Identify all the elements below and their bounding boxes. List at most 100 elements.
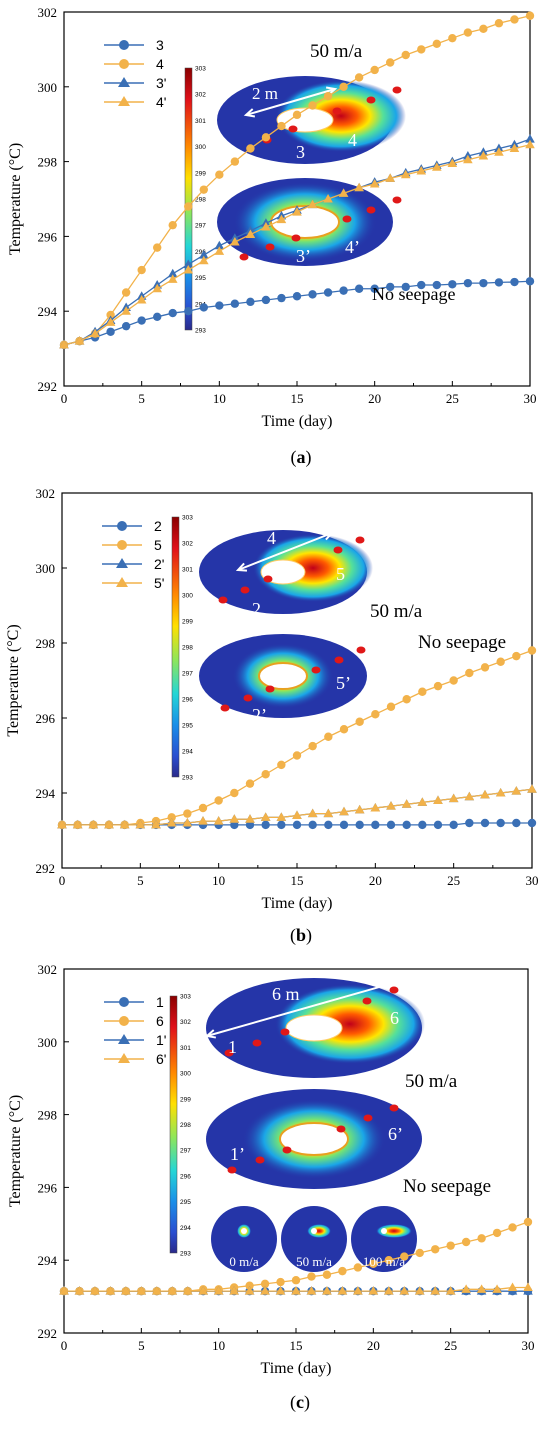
panel-a: 0 5 10 15 20 25 30 292 294 296 298 300 302 Time (day)… (7, 5, 537, 468)
legend-marker (116, 558, 128, 568)
data-point (480, 663, 490, 672)
colorbar-tick-label: 300 (182, 593, 193, 600)
annotation: 2’ (252, 705, 267, 725)
data-point (370, 803, 381, 812)
x-tick-label: 0 (59, 873, 66, 888)
legend-item: 2 (102, 518, 162, 534)
data-point (418, 687, 427, 696)
legend-item: 5 (102, 537, 162, 553)
data-point (292, 207, 302, 216)
data-point (401, 799, 412, 808)
data-point (184, 307, 193, 316)
data-point (168, 220, 177, 230)
data-point (465, 668, 474, 678)
data-point (261, 770, 270, 779)
data-point (400, 169, 411, 179)
colorbar-tick-label: 301 (180, 1045, 191, 1052)
y-tick-label: 302 (38, 5, 58, 20)
colorbar-tick-label: 303 (180, 994, 191, 1001)
data-point (323, 808, 334, 818)
data-point (276, 1277, 285, 1287)
x-tick-label: 25 (446, 391, 459, 406)
x-axis-label: Time (day) (262, 895, 333, 912)
x-tick-label: 15 (291, 391, 304, 406)
data-point (88, 819, 99, 829)
data-point (245, 820, 255, 830)
monitoring-point (252, 1039, 262, 1047)
annotation: 0 m/a (229, 1254, 258, 1269)
data-point (510, 15, 519, 24)
data-point (324, 820, 333, 830)
data-point (199, 250, 209, 259)
x-tick-label: 0 (61, 1338, 68, 1353)
x-tick-label: 20 (368, 391, 381, 406)
colorbar-tick-label: 302 (195, 92, 206, 99)
data-point (260, 1286, 270, 1295)
data-point (478, 150, 489, 160)
data-point (214, 796, 223, 805)
data-point (477, 1234, 486, 1243)
data-point (492, 1228, 502, 1238)
data-point (183, 259, 194, 268)
data-point (137, 265, 146, 275)
data-point (276, 812, 287, 821)
legend-label: 1' (156, 1032, 166, 1048)
data-point (182, 1286, 193, 1295)
monitoring-point (356, 646, 366, 654)
data-point (261, 295, 271, 305)
data-point (386, 282, 395, 292)
x-tick-label: 20 (369, 873, 382, 888)
legend-marker (116, 577, 128, 587)
data-point (308, 101, 317, 110)
annotation: No seepage (372, 284, 455, 304)
colorbar-tick-label: 303 (195, 66, 206, 73)
data-point (430, 1286, 440, 1295)
data-point (417, 797, 428, 806)
data-point (168, 308, 177, 318)
x-tick-label: 5 (137, 873, 144, 888)
data-point (276, 214, 287, 224)
data-point (446, 1241, 455, 1250)
data-point (525, 134, 535, 143)
data-point (323, 288, 333, 297)
panel-label: (a) (291, 447, 312, 468)
data-point (323, 194, 333, 203)
legend-item: 6 (104, 1013, 164, 1029)
data-point (104, 819, 114, 829)
data-point (494, 278, 504, 287)
colorbar-tick-label: 299 (195, 170, 206, 177)
data-point (105, 1286, 116, 1295)
monitoring-point (336, 1125, 346, 1133)
data-point (307, 808, 318, 818)
monitoring-point (220, 704, 230, 712)
monitoring-point (389, 986, 399, 994)
monitoring-point (243, 694, 253, 702)
data-point (322, 1286, 332, 1295)
data-point (292, 820, 302, 830)
monitoring-point (362, 997, 372, 1005)
colorbar-tick-label: 297 (180, 1148, 191, 1155)
legend-label: 1 (156, 994, 164, 1010)
monitoring-point (282, 1146, 292, 1154)
data-point (509, 143, 520, 153)
legend-marker (119, 997, 129, 1007)
inset-heatmap: 303 302 301 300 299 298 297 296 295 294 293 (171, 515, 373, 782)
data-point (183, 809, 192, 818)
data-point (90, 328, 100, 338)
data-point (229, 1286, 239, 1295)
data-point (119, 819, 130, 829)
annotation: 6 m (272, 984, 300, 1004)
x-tick-label: 10 (213, 391, 226, 406)
data-point (433, 820, 443, 830)
data-point (167, 1286, 178, 1295)
annotation: 4 (348, 130, 357, 150)
colorbar-tick-label: 298 (195, 197, 206, 204)
annotation: 50 m/a (370, 601, 423, 622)
data-point (399, 1286, 410, 1295)
legend-item: 6' (104, 1051, 166, 1067)
data-point (386, 801, 396, 810)
data-point (525, 11, 535, 20)
data-point (215, 170, 224, 179)
data-point (245, 229, 256, 239)
colorbar-tick-label: 298 (180, 1122, 191, 1129)
